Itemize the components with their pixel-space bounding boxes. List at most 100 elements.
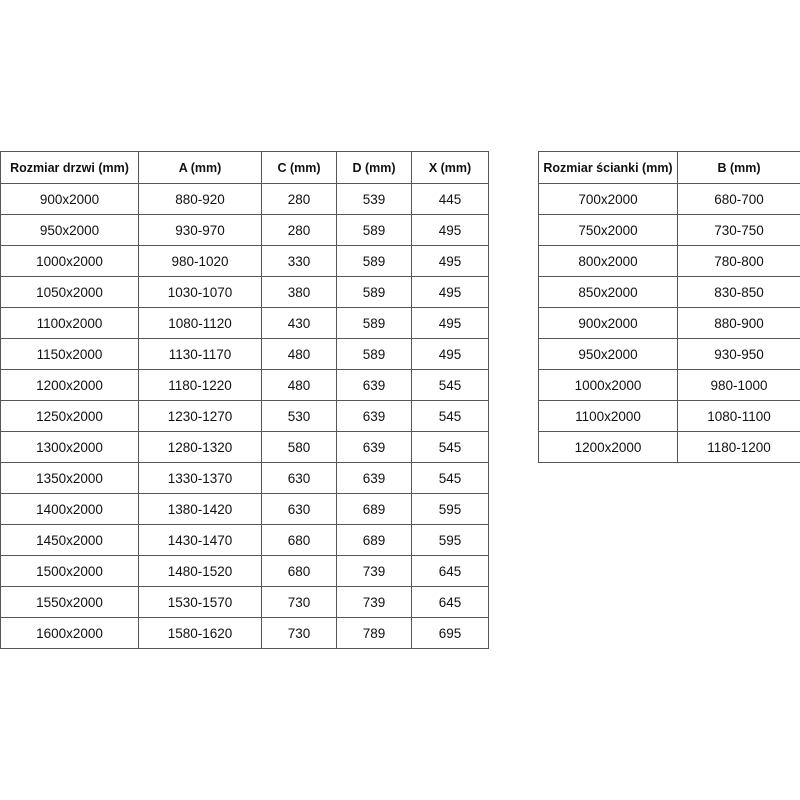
table-header-row: Rozmiar ścianki (mm) B (mm)	[538, 151, 800, 184]
table-cell: 639	[336, 369, 412, 401]
table-row: 950x2000 930-950	[538, 338, 800, 370]
table-cell: 589	[336, 338, 412, 370]
table-cell: 1480-1520	[138, 555, 262, 587]
table-cell: 495	[411, 214, 489, 246]
table-cell: 1180-1200	[677, 431, 800, 463]
table-row: 950x2000 930-970 280 589 495	[0, 214, 489, 246]
table-cell: 589	[336, 307, 412, 339]
table-cell: 830-850	[677, 276, 800, 308]
table-row: 1600x2000 1580-1620 730 789 695	[0, 617, 489, 649]
table-cell: 800x2000	[538, 245, 678, 277]
table-cell: 645	[411, 555, 489, 587]
table-row: 1200x2000 1180-1220 480 639 545	[0, 369, 489, 401]
table-cell: 739	[336, 555, 412, 587]
table-row: 750x2000 730-750	[538, 214, 800, 246]
table-cell: 930-950	[677, 338, 800, 370]
table-cell: 1380-1420	[138, 493, 262, 525]
table-cell: 630	[261, 493, 337, 525]
table-row: 1000x2000 980-1020 330 589 495	[0, 245, 489, 277]
table-header-row: Rozmiar drzwi (mm) A (mm) C (mm) D (mm) X (m…	[0, 151, 489, 184]
table-cell: 595	[411, 493, 489, 525]
door-size-table: Rozmiar drzwi (mm) A (mm) C (mm) D (mm) X (m…	[0, 151, 489, 649]
table-cell: 1000x2000	[0, 245, 139, 277]
wall-size-table: Rozmiar ścianki (mm) B (mm) 700x2000 680-7…	[538, 151, 800, 463]
table-cell: 680	[261, 524, 337, 556]
table-cell: 645	[411, 586, 489, 618]
table-row: 1150x2000 1130-1170 480 589 495	[0, 338, 489, 370]
table-cell: 689	[336, 493, 412, 525]
table-cell: 595	[411, 524, 489, 556]
table-row: 900x2000 880-920 280 539 445	[0, 183, 489, 215]
table-cell: 545	[411, 369, 489, 401]
table-cell: 1400x2000	[0, 493, 139, 525]
table-cell: 545	[411, 400, 489, 432]
table-cell: 480	[261, 369, 337, 401]
table-cell: 1500x2000	[0, 555, 139, 587]
table-cell: 1430-1470	[138, 524, 262, 556]
table-cell: 739	[336, 586, 412, 618]
table-cell: 630	[261, 462, 337, 494]
table-cell: 980-1020	[138, 245, 262, 277]
table-cell: 580	[261, 431, 337, 463]
table-cell: 930-970	[138, 214, 262, 246]
table-row: 1050x2000 1030-1070 380 589 495	[0, 276, 489, 308]
table-row: 700x2000 680-700	[538, 183, 800, 215]
table-cell: 1530-1570	[138, 586, 262, 618]
table-cell: 495	[411, 245, 489, 277]
table-cell: 730	[261, 617, 337, 649]
table-cell: 695	[411, 617, 489, 649]
table-cell: 639	[336, 431, 412, 463]
table-cell: 689	[336, 524, 412, 556]
table-cell: 680-700	[677, 183, 800, 215]
table-cell: 1580-1620	[138, 617, 262, 649]
column-header: A (mm)	[138, 151, 262, 184]
table-cell: 789	[336, 617, 412, 649]
table-cell: 1080-1120	[138, 307, 262, 339]
table-cell: 950x2000	[0, 214, 139, 246]
table-cell: 1230-1270	[138, 400, 262, 432]
table-cell: 1350x2000	[0, 462, 139, 494]
table-cell: 1550x2000	[0, 586, 139, 618]
table-cell: 750x2000	[538, 214, 678, 246]
table-cell: 495	[411, 307, 489, 339]
table-row: 1250x2000 1230-1270 530 639 545	[0, 400, 489, 432]
column-header: Rozmiar ścianki (mm)	[538, 151, 678, 184]
table-cell: 1200x2000	[0, 369, 139, 401]
table-row: 1300x2000 1280-1320 580 639 545	[0, 431, 489, 463]
table-cell: 850x2000	[538, 276, 678, 308]
table-cell: 545	[411, 431, 489, 463]
table-cell: 880-920	[138, 183, 262, 215]
table-cell: 880-900	[677, 307, 800, 339]
table-cell: 1180-1220	[138, 369, 262, 401]
table-cell: 380	[261, 276, 337, 308]
table-cell: 639	[336, 400, 412, 432]
table-row: 850x2000 830-850	[538, 276, 800, 308]
table-cell: 1050x2000	[0, 276, 139, 308]
table-cell: 539	[336, 183, 412, 215]
table-cell: 780-800	[677, 245, 800, 277]
table-cell: 445	[411, 183, 489, 215]
table-row: 1500x2000 1480-1520 680 739 645	[0, 555, 489, 587]
table-cell: 495	[411, 338, 489, 370]
table-cell: 430	[261, 307, 337, 339]
table-row: 1550x2000 1530-1570 730 739 645	[0, 586, 489, 618]
table-row: 1200x2000 1180-1200	[538, 431, 800, 463]
table-cell: 589	[336, 214, 412, 246]
table-row: 800x2000 780-800	[538, 245, 800, 277]
table-cell: 1100x2000	[538, 400, 678, 432]
table-row: 1450x2000 1430-1470 680 689 595	[0, 524, 489, 556]
table-cell: 1080-1100	[677, 400, 800, 432]
column-header: B (mm)	[677, 151, 800, 184]
table-cell: 480	[261, 338, 337, 370]
table-cell: 545	[411, 462, 489, 494]
table-cell: 980-1000	[677, 369, 800, 401]
table-cell: 900x2000	[0, 183, 139, 215]
table-cell: 589	[336, 276, 412, 308]
table-cell: 700x2000	[538, 183, 678, 215]
table-cell: 330	[261, 245, 337, 277]
table-row: 1400x2000 1380-1420 630 689 595	[0, 493, 489, 525]
table-cell: 1130-1170	[138, 338, 262, 370]
table-cell: 1030-1070	[138, 276, 262, 308]
table-cell: 1000x2000	[538, 369, 678, 401]
table-cell: 495	[411, 276, 489, 308]
